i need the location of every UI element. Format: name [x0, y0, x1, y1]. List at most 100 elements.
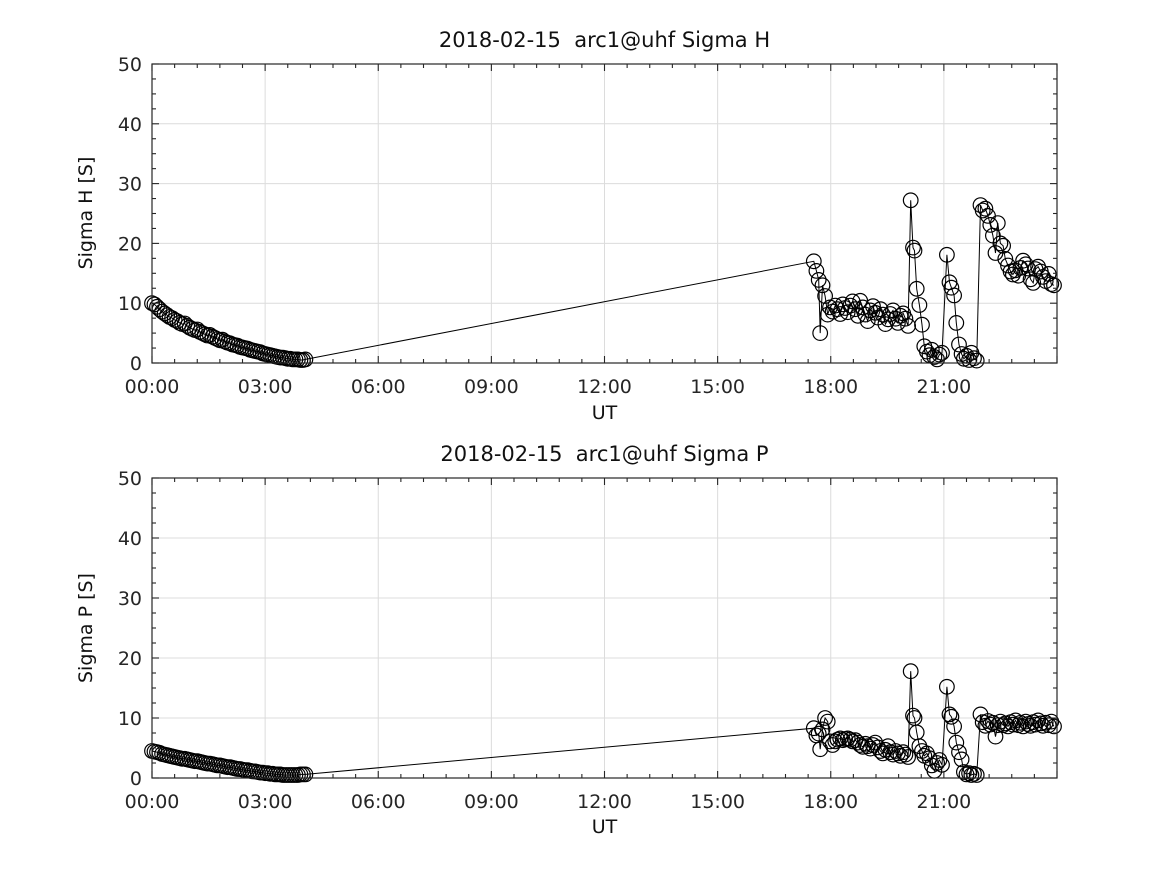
data-point	[934, 344, 950, 361]
y-tick-label: 0	[130, 768, 142, 790]
data-point	[1017, 256, 1034, 273]
data-point	[890, 745, 906, 762]
data-point	[961, 765, 977, 782]
data-point	[844, 293, 861, 310]
data-point	[1027, 716, 1044, 733]
data-point	[1017, 713, 1034, 730]
data-point	[948, 315, 965, 331]
x-tick-label: 06:00	[351, 376, 406, 398]
data-point	[179, 318, 196, 334]
data-point	[839, 730, 856, 747]
y-tick-label: 0	[130, 353, 142, 375]
data-point	[159, 307, 176, 324]
chart2-y-axis-label: Sigma P [S]	[75, 573, 97, 683]
x-tick-label: 06:00	[351, 791, 406, 813]
data-point	[982, 216, 999, 233]
data-point	[819, 713, 836, 730]
data-point	[171, 315, 188, 331]
data-point	[902, 663, 919, 680]
data-point	[966, 765, 982, 782]
data-point	[905, 239, 921, 256]
data-point	[974, 714, 991, 731]
x-tick-label: 00:00	[125, 791, 180, 813]
y-tick-label: 20	[118, 648, 142, 670]
data-point	[995, 237, 1011, 254]
data-point	[1046, 277, 1062, 294]
data-point	[897, 310, 914, 327]
data-point	[822, 733, 838, 750]
data-point	[1020, 260, 1036, 277]
data-point	[963, 767, 980, 783]
data-point	[882, 744, 899, 761]
data-point	[827, 733, 844, 750]
data-point	[951, 336, 967, 353]
data-point	[857, 735, 874, 752]
x-tick-label: 18:00	[803, 791, 858, 813]
data-point	[953, 751, 970, 768]
x-tick-label: 09:00	[464, 376, 519, 398]
data-point	[946, 287, 962, 304]
chart2-title: 2018-02-15 arc1@uhf Sigma P	[440, 442, 769, 466]
data-point	[968, 767, 985, 783]
data-point	[992, 235, 1009, 252]
data-point	[805, 720, 822, 737]
data-point	[908, 280, 925, 297]
data-point	[977, 200, 994, 217]
y-tick-label: 20	[118, 233, 142, 255]
data-point	[966, 350, 982, 367]
y-tick-label: 30	[118, 174, 142, 196]
data-point	[1040, 717, 1057, 734]
data-point	[900, 749, 916, 765]
data-line	[151, 200, 1055, 362]
chart1-x-axis-label: UT	[591, 402, 618, 424]
x-tick-label: 00:00	[125, 376, 180, 398]
data-point	[902, 192, 919, 209]
data-point	[943, 279, 960, 296]
y-tick-label: 40	[118, 114, 142, 136]
data-point	[941, 706, 958, 723]
data-point	[987, 728, 1004, 745]
data-point	[906, 242, 923, 259]
data-line	[151, 671, 1055, 776]
data-point	[1032, 715, 1049, 732]
x-tick-label: 15:00	[690, 376, 745, 398]
data-point	[839, 304, 856, 321]
data-point	[1040, 266, 1057, 282]
data-point	[877, 316, 894, 333]
data-point	[905, 707, 921, 724]
data-point	[814, 277, 831, 294]
data-point	[939, 246, 955, 263]
data-point	[900, 318, 916, 334]
data-point	[842, 731, 859, 748]
data-point	[892, 307, 909, 324]
data-point	[844, 733, 861, 750]
data-point	[810, 725, 827, 742]
data-point	[951, 744, 967, 761]
data-point	[814, 721, 831, 738]
x-tick-label: 09:00	[464, 791, 519, 813]
data-point	[1035, 717, 1051, 734]
data-point	[817, 288, 833, 304]
data-point	[939, 678, 955, 695]
data-point	[832, 306, 849, 322]
chart-2: 00:00 03:00 06:00 09:00 12:00 15:00 18:00 21:00…	[118, 468, 1062, 813]
data-point	[842, 297, 859, 314]
data-point	[1043, 713, 1060, 730]
data-point	[887, 743, 904, 759]
data-point	[1037, 714, 1054, 731]
data-point	[169, 313, 186, 330]
x-tick-label: 18:00	[803, 376, 858, 398]
data-point	[1030, 258, 1046, 275]
x-tick-label: 21:00	[916, 376, 971, 398]
data-point	[1015, 252, 1031, 269]
data-point	[1030, 712, 1046, 729]
data-point	[943, 708, 960, 725]
data-point	[890, 315, 906, 331]
y-tick-label: 40	[118, 528, 142, 550]
chart1-y-axis-label: Sigma H [S]	[75, 156, 97, 270]
y-tick-label: 50	[118, 468, 142, 490]
axes-box	[151, 477, 1058, 779]
data-point	[829, 301, 846, 318]
